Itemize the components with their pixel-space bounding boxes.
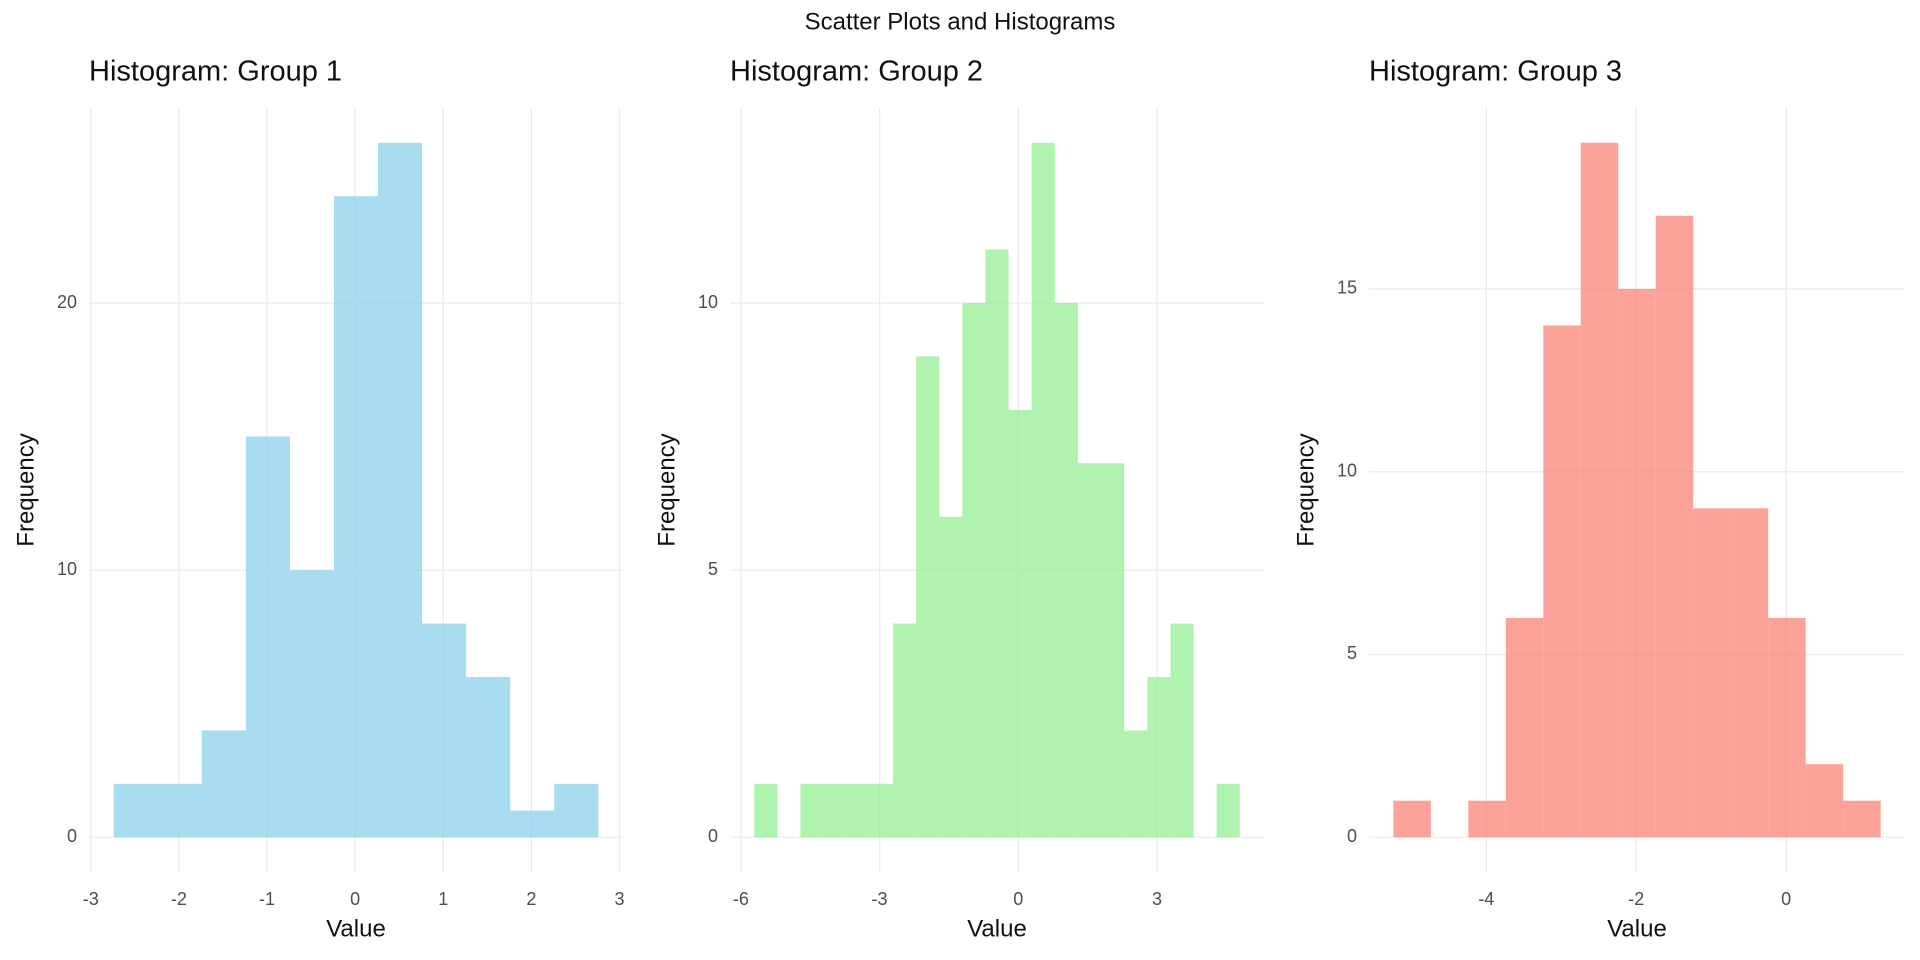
bar: [1170, 623, 1194, 838]
bar: [892, 623, 917, 838]
bar: [916, 356, 940, 838]
bar: [1580, 142, 1619, 838]
bar: [962, 303, 986, 838]
y-tick-label: 10: [1337, 460, 1357, 480]
panel-title: Histogram: Group 2: [730, 56, 983, 88]
y-tick-label: 5: [708, 559, 718, 579]
bar: [201, 730, 246, 838]
bar: [1768, 617, 1806, 838]
bar: [113, 783, 158, 838]
bar: [333, 196, 379, 838]
y-tick-label: 20: [57, 292, 77, 312]
bar: [939, 516, 963, 838]
y-tick-label: 10: [698, 292, 718, 312]
bar: [466, 676, 511, 838]
bar: [985, 249, 1009, 838]
x-tick-label: 0: [1781, 889, 1791, 909]
y-axis-title: Frequency: [653, 433, 680, 546]
bar: [1843, 800, 1881, 838]
bar: [1124, 730, 1148, 838]
y-tick-label: 10: [57, 559, 77, 579]
bar: [1216, 783, 1240, 838]
bar: [1054, 303, 1078, 838]
x-tick-label: 1: [438, 889, 448, 909]
x-tick-label: 3: [1152, 889, 1162, 909]
x-tick-label: 2: [526, 889, 536, 909]
bar: [754, 783, 778, 838]
x-tick-label: -4: [1478, 889, 1494, 909]
bar: [554, 783, 599, 838]
bar: [289, 570, 334, 838]
bar: [800, 783, 824, 838]
y-axis-title: Frequency: [1292, 433, 1319, 546]
x-tick-label: 3: [614, 889, 624, 909]
panel-title: Histogram: Group 3: [1369, 56, 1622, 88]
bar: [245, 436, 290, 838]
x-tick-label: -2: [171, 889, 187, 909]
x-tick-label: -3: [83, 889, 99, 909]
bar: [869, 783, 893, 838]
y-tick-label: 0: [1347, 826, 1357, 846]
x-axis-title: Value: [326, 915, 386, 942]
x-tick-label: 0: [350, 889, 360, 909]
bar: [1468, 800, 1506, 838]
bar: [157, 783, 202, 838]
x-axis-title: Value: [1607, 915, 1667, 942]
y-axis-title: Frequency: [12, 433, 39, 546]
bar: [846, 783, 870, 838]
y-tick-label: 15: [1337, 278, 1357, 298]
y-tick-label: 0: [67, 826, 77, 846]
y-tick-label: 5: [1347, 643, 1357, 663]
bar: [1543, 325, 1581, 838]
bar: [823, 783, 847, 838]
bar: [1505, 617, 1544, 838]
panel-title: Histogram: Group 1: [89, 56, 342, 88]
bar: [1730, 508, 1769, 838]
bar: [510, 810, 555, 838]
x-tick-label: -2: [1628, 889, 1644, 909]
bar: [1077, 463, 1102, 838]
y-tick-label: 0: [708, 826, 718, 846]
bar: [378, 142, 423, 838]
x-tick-label: -1: [259, 889, 275, 909]
x-axis-title: Value: [967, 915, 1027, 942]
bar: [422, 623, 467, 838]
bar: [1101, 463, 1125, 838]
x-tick-label: 0: [1013, 889, 1023, 909]
bar: [1805, 764, 1844, 838]
bar: [1693, 508, 1731, 838]
bar: [1008, 409, 1032, 838]
x-tick-label: -3: [872, 889, 888, 909]
figure-title: Scatter Plots and Histograms: [805, 8, 1116, 35]
bar: [1031, 142, 1055, 838]
x-tick-label: -6: [733, 889, 749, 909]
bar: [1618, 288, 1656, 838]
bar: [1655, 215, 1694, 838]
bar: [1147, 676, 1171, 838]
bar: [1393, 800, 1431, 838]
